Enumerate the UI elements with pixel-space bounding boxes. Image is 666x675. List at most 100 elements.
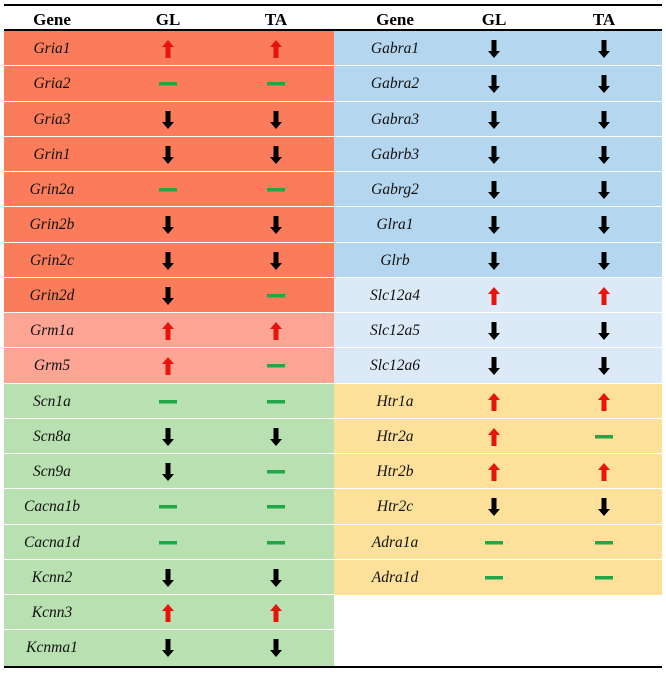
row-separator <box>4 488 334 490</box>
gene-name: Cacna1d <box>24 533 80 551</box>
ta-down-arrow-icon <box>594 348 614 384</box>
ta-dash-icon <box>594 560 614 596</box>
gl-down-arrow-icon <box>484 348 504 384</box>
gl-dash-icon <box>484 525 504 561</box>
gene-name: Kcnma1 <box>26 639 78 657</box>
ta-dash-icon <box>266 454 286 490</box>
table-row: Grin2b <box>4 207 334 243</box>
gl-down-arrow-icon <box>484 137 504 173</box>
gl-up-arrow-icon <box>484 454 504 490</box>
gene-name: Grin2c <box>30 251 74 269</box>
row-separator <box>334 241 662 243</box>
ta-down-arrow-icon <box>266 419 286 455</box>
gene-name: Gabra3 <box>370 110 420 128</box>
gl-down-arrow-icon <box>158 560 178 596</box>
gl-up-arrow-icon <box>484 278 504 314</box>
gene-name: Grm1a <box>30 322 74 339</box>
ta-down-arrow-icon <box>594 207 614 243</box>
gl-dash-icon <box>158 489 178 525</box>
gene-name: Scn1a <box>33 392 71 410</box>
gene-name: Gria1 <box>33 40 71 57</box>
ta-down-arrow-icon <box>594 137 614 173</box>
ta-down-arrow-icon <box>266 102 286 138</box>
table-row: Kcnn2 <box>4 559 334 596</box>
row-separator <box>334 276 662 278</box>
ta-dash-icon <box>266 384 286 420</box>
ta-dash-icon <box>266 525 286 561</box>
header-gl-right: GL <box>481 10 507 29</box>
table-row: Scn8a <box>4 418 334 455</box>
gene-name: Glra1 <box>376 216 414 234</box>
row-separator <box>4 276 334 278</box>
row-separator <box>334 558 662 560</box>
ta-up-arrow-icon <box>266 595 286 631</box>
table-row: Gabrg2 <box>334 172 662 208</box>
table-row: Adra1a <box>334 524 662 561</box>
gene-name: Htr2b <box>376 463 414 480</box>
row-separator <box>4 453 334 454</box>
table-row: Glra1 <box>334 207 662 243</box>
gl-up-arrow-icon <box>484 384 504 420</box>
ta-down-arrow-icon <box>266 207 286 243</box>
row-separator <box>4 629 334 631</box>
ta-up-arrow-icon <box>594 278 614 314</box>
ta-dash-icon <box>266 172 286 208</box>
gene-name: Gabra1 <box>370 40 420 57</box>
ta-down-arrow-icon <box>594 313 614 349</box>
gene-name: Gabrg2 <box>371 181 419 198</box>
gene-name: Gria3 <box>33 110 71 128</box>
gene-name: Grin2a <box>29 181 75 198</box>
table-row: Glrb <box>334 242 662 279</box>
row-separator <box>4 594 334 595</box>
row-separator <box>4 382 334 384</box>
ta-down-arrow-icon <box>594 66 614 102</box>
gl-down-arrow-icon <box>158 102 178 138</box>
gene-name: Gabrb3 <box>370 145 420 163</box>
ta-up-arrow-icon <box>594 454 614 490</box>
table-row: Gabra1 <box>334 31 662 67</box>
ta-down-arrow-icon <box>594 102 614 138</box>
row-separator <box>4 241 334 243</box>
gl-dash-icon <box>158 525 178 561</box>
bottom-rule <box>4 666 662 668</box>
gl-down-arrow-icon <box>484 102 504 138</box>
gl-up-arrow-icon <box>158 595 178 631</box>
gl-dash-icon <box>158 66 178 102</box>
ta-down-arrow-icon <box>594 243 614 279</box>
gene-name: Gabra2 <box>370 75 420 93</box>
table-row: Htr2c <box>334 489 662 525</box>
gl-down-arrow-icon <box>158 454 178 490</box>
table-row: Htr1a <box>334 383 662 420</box>
gl-up-arrow-icon <box>158 313 178 349</box>
gl-down-arrow-icon <box>484 207 504 243</box>
gene-name: Grin2d <box>29 286 75 304</box>
table-row: Scn1a <box>4 383 334 420</box>
header-gl-left: GL <box>155 10 181 29</box>
header-gene-right: Gene <box>376 10 414 29</box>
table-row: Htr2b <box>334 454 662 490</box>
gene-name: Htr2c <box>376 498 414 516</box>
table-row: Gria2 <box>4 66 334 102</box>
table-row: Gabrb3 <box>334 136 662 173</box>
ta-dash-icon <box>594 419 614 455</box>
table-row: Slc12a5 <box>334 313 662 349</box>
gl-down-arrow-icon <box>484 172 504 208</box>
row-separator <box>334 488 662 490</box>
gene-name: Adra1d <box>371 568 419 586</box>
ta-down-arrow-icon <box>266 137 286 173</box>
table-row: Adra1d <box>334 559 662 596</box>
row-separator <box>4 312 334 313</box>
top-rule <box>4 4 662 6</box>
ta-down-arrow-icon <box>266 560 286 596</box>
gene-name: Cacna1b <box>24 498 80 516</box>
gl-down-arrow-icon <box>484 489 504 525</box>
gl-down-arrow-icon <box>484 31 504 67</box>
row-separator <box>334 382 662 384</box>
gl-up-arrow-icon <box>484 419 504 455</box>
table-row: Gabra3 <box>334 101 662 138</box>
row-separator <box>4 100 334 102</box>
ta-down-arrow-icon <box>594 31 614 67</box>
table-row: Kcnn3 <box>4 595 334 631</box>
row-separator <box>334 100 662 102</box>
